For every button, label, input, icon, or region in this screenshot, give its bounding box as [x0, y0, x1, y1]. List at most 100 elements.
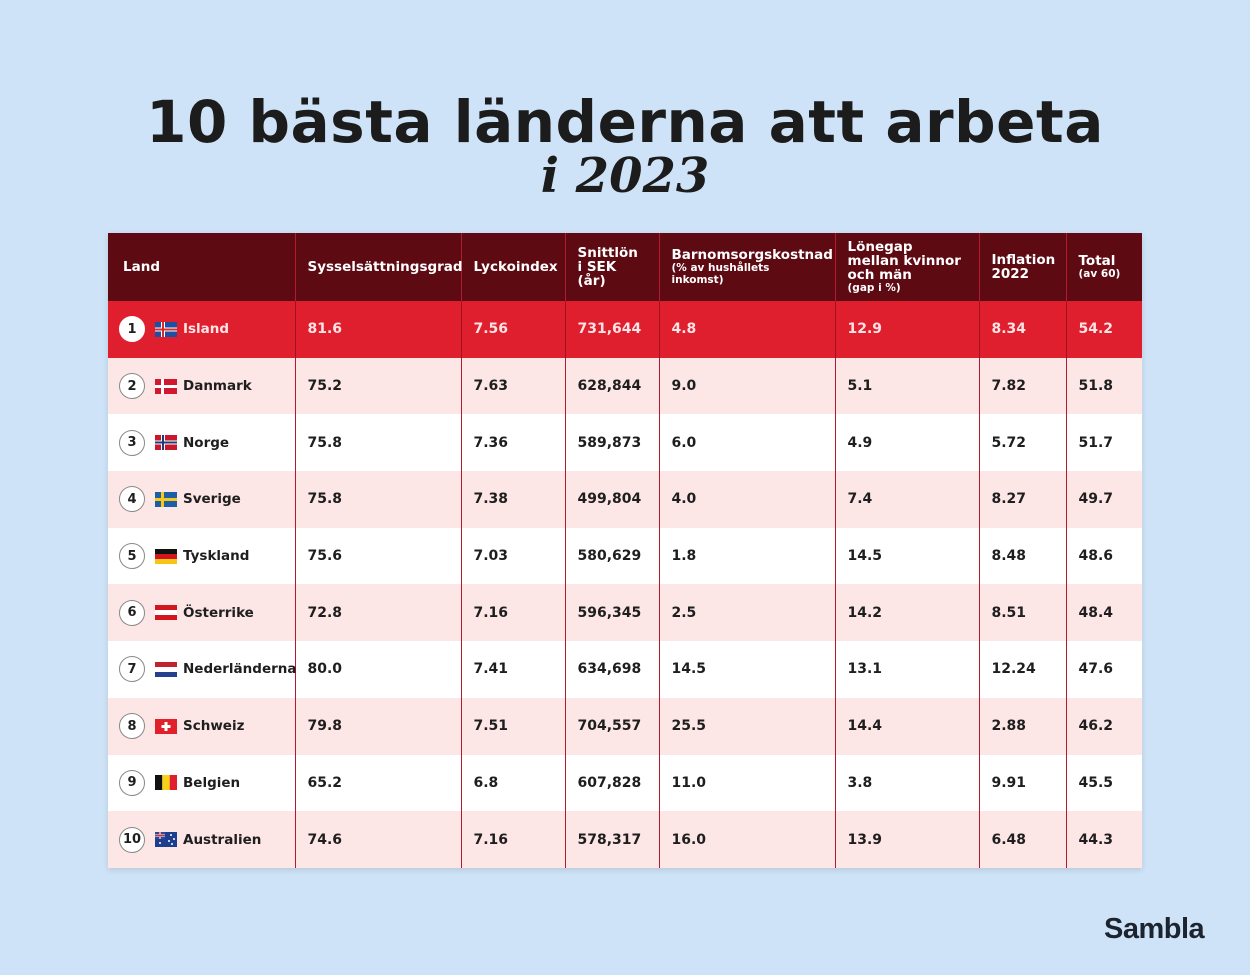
table-body: 1 Island 81.6 7.56 731,644 4.8 12.9 8.34 54.2 2 Da…	[108, 301, 1142, 868]
column-header-total: Total (av 60)	[1066, 233, 1142, 301]
cell-lonegap: 7.4	[835, 471, 980, 528]
country-name: Sverige	[183, 491, 241, 508]
cell-snittlon: 499,804	[565, 471, 660, 528]
cell-sysselsattningsgrad: 72.8	[295, 584, 462, 642]
cell-sysselsattningsgrad: 81.6	[295, 301, 462, 358]
austria-flag-icon	[155, 605, 183, 621]
cell-total: 48.4	[1066, 584, 1142, 642]
table-row: 6 Österrike 72.8 7.16 596,345 2.5 14.2 8.51 48.4	[108, 584, 1142, 642]
country-name: Island	[183, 321, 230, 338]
cell-lyckoindex: 6.8	[461, 754, 566, 812]
column-header-lonegap: Lönegap mellan kvinnor och män (gap i %)	[835, 233, 980, 301]
country-name: Tyskland	[183, 548, 250, 565]
cell-snittlon: 704,557	[565, 697, 660, 755]
table-row: 2 Danmark 75.2 7.63 628,844 9.0 5.1 7.82 51.8	[108, 357, 1142, 415]
cell-lyckoindex: 7.38	[461, 471, 566, 528]
rank-badge: 7	[119, 656, 145, 683]
cell-barnomsorgskostnad: 6.0	[659, 414, 836, 472]
cell-lonegap: 14.2	[835, 584, 980, 642]
column-header-label: Barnomsorgskostnad	[671, 247, 833, 263]
denmark-flag-icon	[155, 378, 183, 394]
cell-barnomsorgskostnad: 4.0	[659, 471, 836, 528]
table-row: 8 Schweiz 79.8 7.51 704,557 25.5 14.4 2.88 46.2	[108, 697, 1142, 755]
country-name: Belgien	[183, 774, 241, 791]
column-header-sublabel: (gap i %)	[847, 282, 901, 294]
cell-sysselsattningsgrad: 65.2	[295, 754, 462, 812]
table-row: 4 Sverige 75.8 7.38 499,804 4.0 7.4 8.27 49.7	[108, 471, 1142, 528]
country-cell: 1 Island	[108, 301, 296, 358]
cell-total: 44.3	[1066, 811, 1142, 868]
cell-inflation: 8.27	[979, 471, 1067, 528]
cell-total: 51.7	[1066, 414, 1142, 472]
table-row: 1 Island 81.6 7.56 731,644 4.8 12.9 8.34 54.2	[108, 301, 1142, 358]
cell-snittlon: 628,844	[565, 357, 660, 415]
column-header-label: Inflation 2022	[991, 252, 1056, 282]
cell-sysselsattningsgrad: 75.8	[295, 471, 462, 528]
country-cell: 5 Tyskland	[108, 527, 296, 585]
norway-flag-icon	[155, 435, 183, 451]
column-header-land: Land	[108, 233, 296, 301]
cell-lonegap: 13.9	[835, 811, 980, 868]
switzerland-flag-icon	[155, 718, 183, 734]
cell-sysselsattningsgrad: 75.2	[295, 357, 462, 415]
cell-total: 46.2	[1066, 697, 1142, 755]
cell-barnomsorgskostnad: 11.0	[659, 754, 836, 812]
column-header-sysselsattningsgrad: Sysselsättningsgrad	[295, 233, 463, 301]
cell-snittlon: 634,698	[565, 641, 660, 698]
cell-snittlon: 578,317	[565, 811, 660, 868]
cell-snittlon: 589,873	[565, 414, 660, 472]
cell-inflation: 12.24	[979, 641, 1067, 698]
cell-sysselsattningsgrad: 75.6	[295, 527, 462, 585]
cell-lonegap: 3.8	[835, 754, 980, 812]
cell-barnomsorgskostnad: 9.0	[659, 357, 836, 415]
column-header-inflation: Inflation 2022	[979, 233, 1067, 301]
cell-barnomsorgskostnad: 4.8	[659, 301, 836, 358]
cell-lonegap: 12.9	[835, 301, 980, 358]
cell-sysselsattningsgrad: 79.8	[295, 697, 462, 755]
table-row: 3 Norge 75.8 7.36 589,873 6.0 4.9 5.72 51.7	[108, 414, 1142, 472]
cell-inflation: 8.51	[979, 584, 1067, 642]
cell-inflation: 9.91	[979, 754, 1067, 812]
column-header-label: Land	[123, 259, 160, 275]
cell-inflation: 7.82	[979, 357, 1067, 415]
country-name: Norge	[183, 434, 230, 451]
belgium-flag-icon	[155, 775, 183, 791]
column-header-sublabel: (% av hushållets inkomst)	[671, 262, 770, 286]
cell-lonegap: 5.1	[835, 357, 980, 415]
cell-barnomsorgskostnad: 14.5	[659, 641, 836, 698]
column-header-label: Sysselsättningsgrad	[307, 259, 463, 275]
country-name: Australien	[183, 831, 262, 848]
page-subtitle: i 2023	[540, 148, 710, 204]
cell-inflation: 2.88	[979, 697, 1067, 755]
page-title: 10 bästa länderna att arbeta	[146, 88, 1104, 156]
country-cell: 2 Danmark	[108, 357, 296, 415]
column-header-lyckoindex: Lyckoindex	[461, 233, 566, 301]
rank-badge: 2	[119, 373, 145, 400]
ranking-table-container: Land Sysselsättningsgrad Lyckoindex Snittlö…	[108, 233, 1142, 868]
country-name: Danmark	[183, 378, 252, 395]
rank-badge: 3	[119, 429, 145, 456]
cell-snittlon: 580,629	[565, 527, 660, 585]
cell-barnomsorgskostnad: 16.0	[659, 811, 836, 868]
cell-total: 48.6	[1066, 527, 1142, 585]
cell-lonegap: 13.1	[835, 641, 980, 698]
australia-flag-icon	[155, 832, 183, 848]
cell-inflation: 6.48	[979, 811, 1067, 868]
rank-badge: 10	[119, 826, 145, 853]
cell-inflation: 5.72	[979, 414, 1067, 472]
country-cell: 10 Australien	[108, 811, 296, 868]
country-cell: 4 Sverige	[108, 471, 296, 528]
cell-lyckoindex: 7.56	[461, 301, 566, 358]
cell-barnomsorgskostnad: 2.5	[659, 584, 836, 642]
iceland-flag-icon	[155, 321, 183, 337]
cell-sysselsattningsgrad: 75.8	[295, 414, 462, 472]
table-row: 7 Nederländerna 80.0 7.41 634,698 14.5 13.1 12.…	[108, 641, 1142, 698]
cell-snittlon: 607,828	[565, 754, 660, 812]
cell-sysselsattningsgrad: 74.6	[295, 811, 462, 868]
cell-lonegap: 14.4	[835, 697, 980, 755]
table-row: 9 Belgien 65.2 6.8 607,828 11.0 3.8 9.91 45.5	[108, 754, 1142, 812]
cell-lonegap: 4.9	[835, 414, 980, 472]
cell-lyckoindex: 7.63	[461, 357, 566, 415]
cell-lyckoindex: 7.16	[461, 584, 566, 642]
country-cell: 9 Belgien	[108, 754, 296, 812]
